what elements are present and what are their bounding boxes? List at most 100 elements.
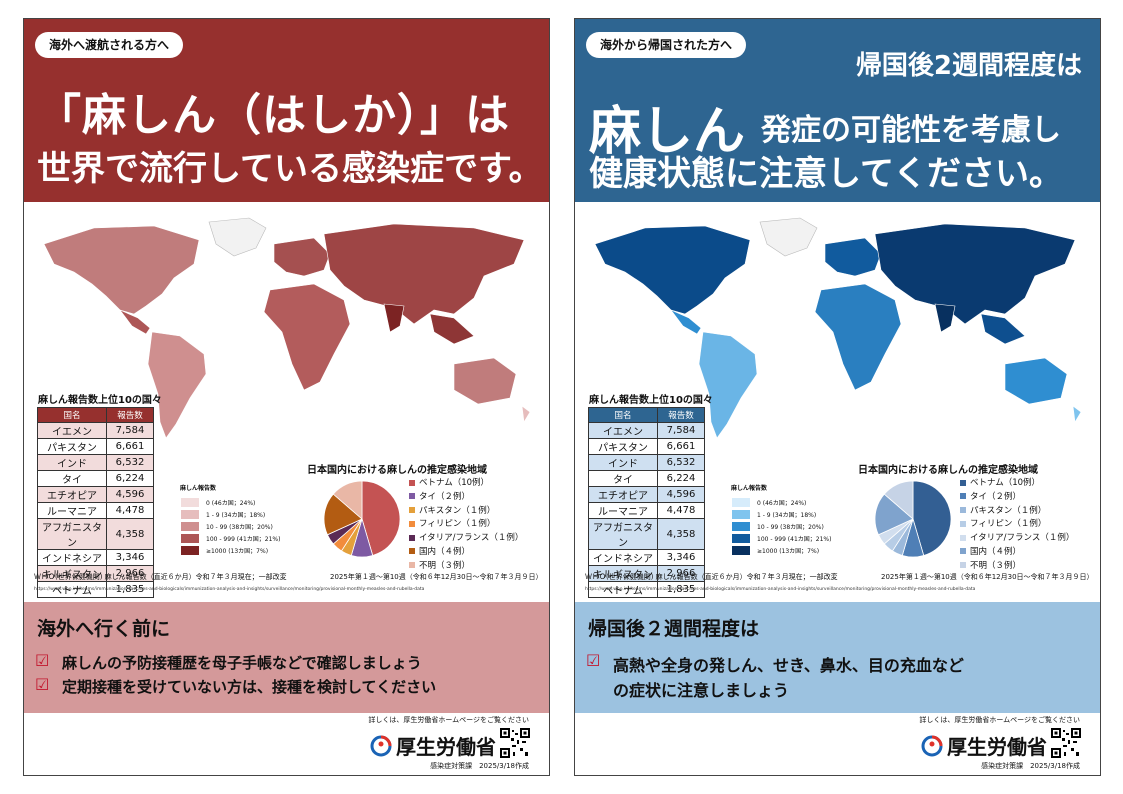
table-row: アフガニスタン 4,358 [37,518,154,550]
pie-title: 日本国内における麻しんの推定感染地域 [307,465,487,476]
pie-legend-swatch [409,493,415,500]
poster-header: 海外へ渡航される方へ 「麻しん（はしか）」は 世界で流行している感染症です。 [24,19,549,202]
qr-code-icon[interactable] [500,728,530,758]
col-header-count: 報告数 [657,407,705,423]
south-asia [383,303,405,333]
legend-item: 0 (46カ国；24%) [180,496,280,508]
north-america [43,225,200,315]
africa [263,283,351,391]
legend-label: ≥1000 (13カ国；7%) [206,547,269,555]
australia [1004,357,1068,405]
count-cell: 7,584 [106,422,154,439]
count-cell: 4,358 [657,518,705,550]
ministry-name: 厚生労働省 [396,735,496,759]
pie-legend-label: パキスタン（１例） [419,505,496,516]
table-row: ベトナム 1,835 [37,581,154,598]
legend-item: 1 - 9 (34カ国；18%) [180,508,280,520]
pie-legend-swatch [960,507,966,514]
qr-code-icon[interactable] [1051,728,1081,758]
legend-label: 0 (46カ国；24%) [206,499,256,507]
period-note: 2025年第１週〜第10週（令和６年12月30日〜令和７年３月９日） [330,573,543,581]
poster-returning: 海外から帰国された方へ 帰国後2週間程度は 麻しん 発症の可能性を考慮し 健康状… [574,18,1101,776]
country-cell: エチオピア [588,486,658,503]
table-header-row: 国名 報告数 [37,407,154,423]
pie-legend-item: イタリア/フランス（１例） [409,532,523,546]
pie-legend: ベトナム（10例） タイ（２例） パキスタン（１例） フィリピン（１例） イタリ… [409,477,523,574]
country-cell: タイ [37,470,107,487]
southeast-asia [980,313,1026,345]
top10-table: 国名 報告数 イエメン 7,584 パキスタン 6,661 インド 6,532 タイ 6… [588,407,705,598]
advice-box: 海外へ行く前に ☑ 麻しんの予防接種歴を母子手帳などで確認しましょう ☑ 定期接… [24,602,549,713]
pie-legend-item: イタリア/フランス（１例） [960,532,1074,546]
col-header-count: 報告数 [106,407,154,423]
legend-label: 10 - 99 (38カ国；20%) [757,523,824,531]
count-cell: 4,478 [657,502,705,519]
table-title: 麻しん報告数上位10の国々 [38,395,162,406]
legend-label: 0 (46カ国；24%) [757,499,807,507]
pie-legend-item: パキスタン（１例） [409,505,523,519]
advice-box: 帰国後２週間程度は ☑ 高熱や全身の発しん、せき、鼻水、目の充血など の症状に注… [575,602,1100,713]
pie-legend-item: 不明（３例） [409,560,523,574]
table-row: キルギスタン 2,966 [37,565,154,582]
pie-slice-6 [332,480,363,520]
table-row: インド 6,532 [588,454,705,471]
poster-outbound: 海外へ渡航される方へ 「麻しん（はしか）」は 世界で流行している感染症です。 麻… [23,18,550,776]
greenland [759,217,818,257]
legend-label: 1 - 9 (34カ国；18%) [206,511,266,519]
legend-item: 0 (46カ国；24%) [731,496,831,508]
count-cell: 6,532 [657,454,705,471]
ministry-emblem-icon [370,735,392,756]
count-cell: 6,224 [106,470,154,487]
legend-item: 1 - 9 (34カ国；18%) [731,508,831,520]
pie-legend-swatch [409,548,415,555]
country-cell: イエメン [588,422,658,439]
advice-item: の症状に注意しましょう [613,681,790,700]
pie-legend-swatch [409,479,415,486]
table-row: タイ 6,224 [37,470,154,487]
new-zealand [521,405,531,423]
ministry-emblem-icon [921,735,943,756]
country-cell: タイ [588,470,658,487]
pie-legend-label: ベトナム（10例） [970,478,1041,488]
headline-line-2: 発症の可能性を考慮し [761,113,1061,148]
source-url[interactable]: https://www.who.int/teams/immunization-v… [34,587,425,592]
headline-line-1: 帰国後2週間程度は [855,51,1082,81]
top10-table: 国名 報告数 イエメン 7,584 パキスタン 6,661 インド 6,532 タイ 6… [37,407,154,598]
department-date: 感染症対策課 2025/3/18作成 [430,762,529,770]
pie-legend-label: フィリピン（１例） [419,519,496,530]
count-cell: 6,224 [657,470,705,487]
pie-legend-label: パキスタン（１例） [970,505,1047,516]
source-note: ＷＨＯ(世界保健機関) 麻しん報告数（直近６か月）令和７年３月現在；一部改変 [585,573,838,581]
table-row: イエメン 7,584 [588,422,705,439]
pie-legend-swatch [409,534,415,541]
pie-legend-swatch [960,534,966,541]
legend-swatch [180,532,200,544]
pie-legend-label: 国内（４例） [970,546,1022,557]
table-row: ルーマニア 4,478 [37,502,154,519]
north-america [594,225,751,315]
pie-legend-item: パキスタン（１例） [960,505,1074,519]
advice-title: 帰国後２週間程度は [588,618,760,640]
checkmark-icon: ☑ [35,651,50,670]
pie-legend-label: フィリピン（１例） [970,519,1047,530]
table-row: イエメン 7,584 [37,422,154,439]
infection-pie-chart [323,480,401,558]
legend-item: ≥1000 (13カ国；7%) [731,544,831,556]
table-row: アフガニスタン 4,358 [588,518,705,550]
source-url[interactable]: https://www.who.int/teams/immunization-v… [585,587,976,592]
legend-swatch [731,520,751,532]
count-cell: 6,661 [657,438,705,455]
advice-item: 高熱や全身の発しん、せき、鼻水、目の充血など [613,656,964,675]
table-row: タイ 6,224 [588,470,705,487]
country-cell: イエメン [37,422,107,439]
count-cell: 1,835 [106,581,154,598]
pie-slice-6 [883,480,914,520]
legend-swatch [180,508,200,520]
pie-legend-item: 国内（４例） [960,546,1074,560]
table-row: パキスタン 6,661 [37,438,154,455]
pie-legend-item: ベトナム（10例） [409,477,523,491]
country-cell: インドネシア [588,549,658,566]
pie-legend-item: タイ（２例） [409,491,523,505]
new-zealand [1072,405,1082,423]
country-cell: アフガニスタン [588,518,658,550]
